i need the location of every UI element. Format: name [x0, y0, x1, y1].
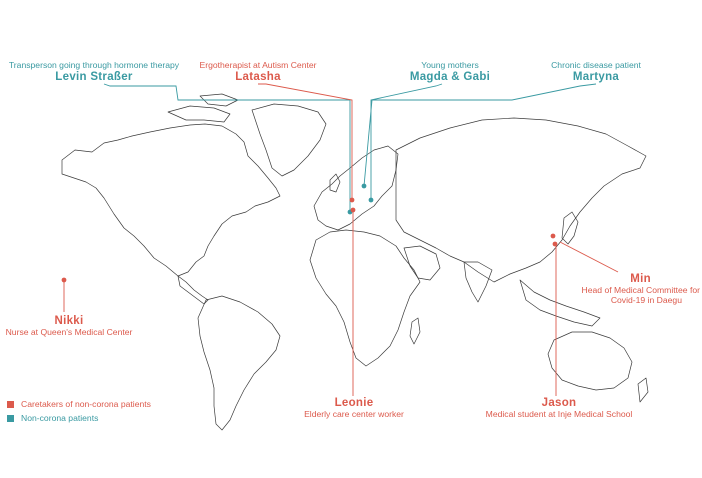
person-role: Medical student at Inje Medical School: [485, 409, 633, 420]
landmass-north-america: [61, 123, 281, 277]
person-role-line2: Covid-19 in Daegu: [610, 295, 682, 306]
person-label-min: Min Head of Medical Committee for Covid-…: [574, 273, 700, 306]
person-name: Latasha: [235, 70, 281, 83]
legend-label: Non-corona patients: [21, 413, 99, 423]
leader-line-levin: [103, 83, 351, 212]
legend-item-caretakers: Caretakers of non-corona patients: [7, 399, 151, 409]
person-name: Leonie: [334, 397, 374, 409]
person-name: Levin Straßer: [55, 70, 133, 83]
landmass-southeast-asia: [519, 279, 601, 327]
person-name: Jason: [541, 397, 577, 409]
person-label-leonie: Leonie Elderly care center worker: [294, 397, 414, 420]
person-label-nikki: Nikki Nurse at Queen's Medical Center: [2, 315, 136, 338]
person-name: Magda & Gabi: [409, 70, 491, 83]
person-role-line1: Head of Medical Committee for: [581, 285, 700, 296]
landmass-india: [463, 261, 493, 303]
person-label-levin: Transperson going through hormone therap…: [4, 60, 184, 84]
person-name: Min: [630, 273, 651, 285]
person-label-martyna: Chronic disease patient Martyna: [536, 60, 656, 84]
person-role: Nurse at Queen's Medical Center: [5, 327, 133, 338]
landmass-madagascar: [409, 317, 421, 345]
leader-line-magda: [370, 83, 443, 200]
location-marker-magda: [368, 197, 374, 203]
person-name: Martyna: [572, 70, 620, 83]
location-marker-leonie: [350, 207, 356, 213]
legend-label: Caretakers of non-corona patients: [21, 399, 151, 409]
legend-swatch: [7, 400, 14, 408]
landmass-africa: [309, 229, 421, 367]
person-role: Ergotherapist at Autism Center: [199, 60, 317, 70]
person-role: Young mothers: [421, 60, 479, 70]
legend-item-patients: Non-corona patients: [7, 413, 98, 423]
person-role: Chronic disease patient: [551, 60, 641, 70]
legend-swatch: [7, 414, 14, 422]
landmass-asia: [395, 117, 647, 283]
landmass-greenland: [251, 103, 327, 177]
person-role: Transperson going through hormone therap…: [8, 60, 180, 70]
location-marker-jason: [552, 241, 558, 247]
location-marker-nikki: [61, 277, 67, 283]
landmass-canada-islands: [167, 93, 239, 123]
person-label-magda-gabi: Young mothers Magda & Gabi: [400, 60, 500, 84]
landmass-australia: [547, 331, 633, 391]
landmass-central-america: [177, 275, 209, 305]
person-name: Nikki: [54, 315, 84, 327]
leader-line-martyna: [363, 83, 597, 187]
location-marker-latasha: [349, 197, 355, 203]
landmass-south-america: [197, 295, 281, 431]
person-label-jason: Jason Medical student at Inje Medical Sc…: [476, 397, 642, 420]
landmass-europe: [313, 145, 399, 231]
leader-line-min: [559, 241, 619, 273]
landmass-arabia: [403, 245, 441, 281]
location-marker-min: [550, 233, 556, 239]
location-marker-martyna: [361, 183, 367, 189]
person-role: Elderly care center worker: [304, 409, 404, 420]
landmass-new-zealand: [637, 377, 649, 403]
landmass-japan: [561, 211, 579, 245]
leader-line-latasha: [258, 83, 353, 200]
landmass-uk: [329, 173, 341, 193]
person-label-latasha: Ergotherapist at Autism Center Latasha: [188, 60, 328, 84]
